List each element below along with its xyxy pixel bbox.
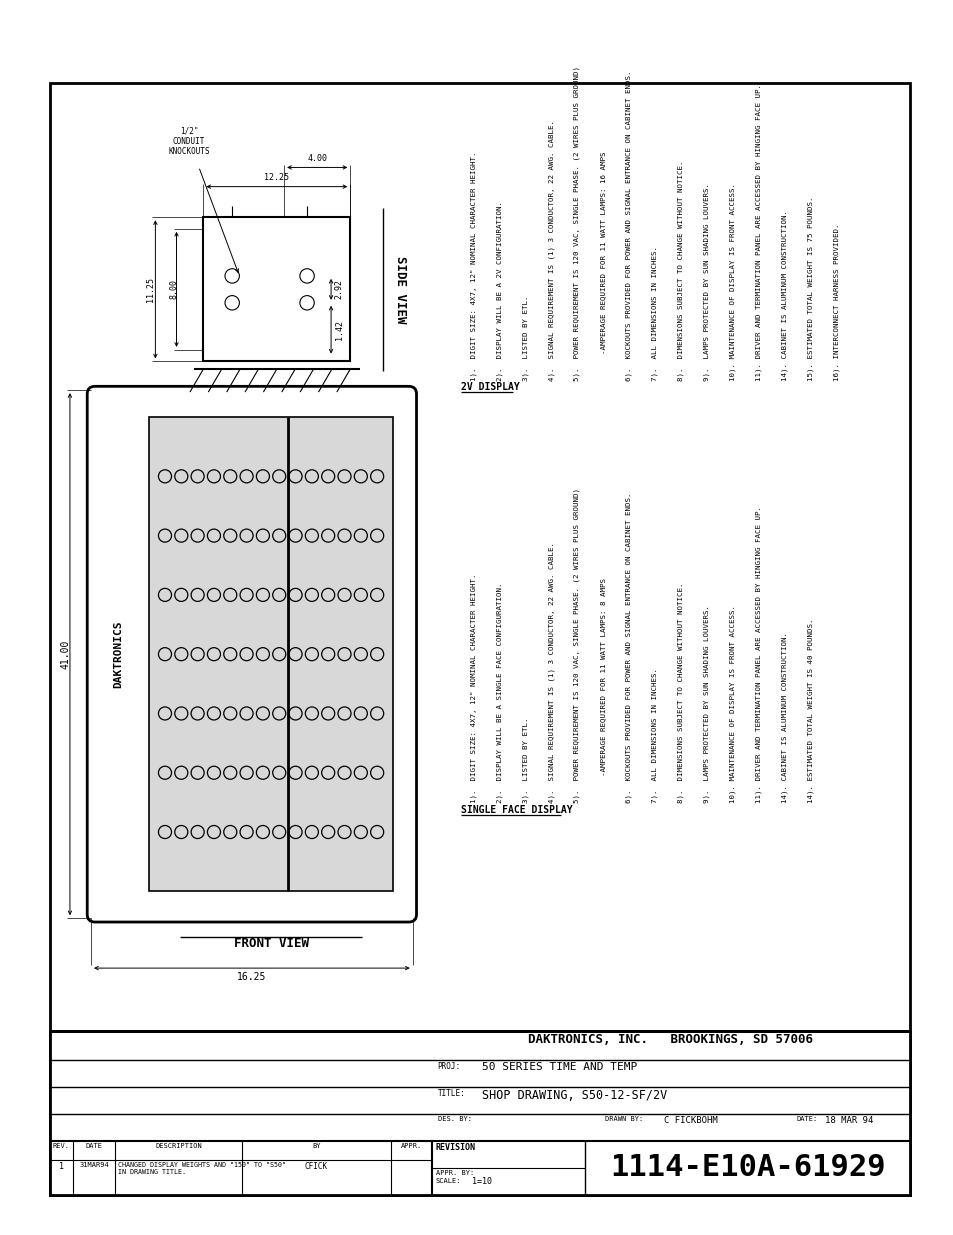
Text: 15). ESTIMATED TOTAL WEIGHT IS 75 POUNDS.: 15). ESTIMATED TOTAL WEIGHT IS 75 POUNDS…	[806, 196, 813, 380]
Text: PROJ:: PROJ:	[437, 1062, 460, 1071]
Text: SINGLE FACE DISPLAY: SINGLE FACE DISPLAY	[460, 804, 572, 815]
Text: 4.00: 4.00	[307, 153, 327, 163]
Text: DES. BY:: DES. BY:	[437, 1116, 471, 1121]
Text: 4).  SIGNAL REQUIREMENT IS (1) 3 CONDUCTOR, 22 AWG. CABLE.: 4). SIGNAL REQUIREMENT IS (1) 3 CONDUCTO…	[547, 542, 554, 803]
Text: DATE:: DATE:	[796, 1116, 817, 1121]
Text: 11.25: 11.25	[146, 277, 155, 301]
Text: DAKTRONICS: DAKTRONICS	[112, 620, 123, 688]
FancyBboxPatch shape	[87, 387, 416, 923]
Text: 16). INTERCONNECT HARNESS PROVIDED.: 16). INTERCONNECT HARNESS PROVIDED.	[832, 224, 839, 380]
Text: BY: BY	[312, 1142, 320, 1149]
Text: DESCRIPTION: DESCRIPTION	[155, 1142, 202, 1149]
Text: 14). CABINET IS ALUMINUM CONSTRUCTION.: 14). CABINET IS ALUMINUM CONSTRUCTION.	[781, 632, 787, 803]
Text: 1: 1	[59, 1162, 64, 1171]
Text: 11). DRIVER AND TERMINATION PANEL ARE ACCESSED BY HINGING FACE UP.: 11). DRIVER AND TERMINATION PANEL ARE AC…	[755, 84, 761, 380]
Text: 8).  DIMENSIONS SUBJECT TO CHANGE WITHOUT NOTICE.: 8). DIMENSIONS SUBJECT TO CHANGE WITHOUT…	[677, 161, 683, 380]
Text: DATE: DATE	[86, 1142, 102, 1149]
Text: -AMPERAGE REQUIRED FOR 11 WATT LAMPS: 16 AMPS: -AMPERAGE REQUIRED FOR 11 WATT LAMPS: 16…	[599, 151, 605, 380]
Text: REVISION: REVISION	[436, 1142, 476, 1152]
Text: 5).  POWER REQUIREMENT IS 120 VAC, SINGLE PHASE. (2 WIRES PLUS GROUND): 5). POWER REQUIREMENT IS 120 VAC, SINGLE…	[574, 488, 579, 803]
Text: -AMPERAGE REQUIRED FOR 11 WATT LAMPS: 8 AMPS: -AMPERAGE REQUIRED FOR 11 WATT LAMPS: 8 …	[599, 578, 605, 803]
Text: 14). CABINET IS ALUMINUM CONSTRUCTION.: 14). CABINET IS ALUMINUM CONSTRUCTION.	[781, 210, 787, 380]
Text: 1).  DIGIT SIZE: 4X7, 12" NOMINAL CHARACTER HEIGHT.: 1). DIGIT SIZE: 4X7, 12" NOMINAL CHARACT…	[470, 151, 476, 380]
Text: 1=10: 1=10	[472, 1177, 492, 1186]
Text: 50 SERIES TIME AND TEMP: 50 SERIES TIME AND TEMP	[481, 1062, 637, 1072]
Text: DRAWN BY:: DRAWN BY:	[604, 1116, 642, 1121]
Text: SIDE VIEW: SIDE VIEW	[394, 256, 406, 324]
Text: REV.: REV.	[52, 1142, 70, 1149]
Text: DAKTRONICS, INC.   BROOKINGS, SD 57006: DAKTRONICS, INC. BROOKINGS, SD 57006	[528, 1034, 813, 1046]
Bar	[50, 1031, 909, 1194]
Text: 6).  KOCKOUTS PROVIDED FOR POWER AND SIGNAL ENTRANCE ON CABINET ENDS.: 6). KOCKOUTS PROVIDED FOR POWER AND SIGN…	[625, 493, 632, 803]
Text: FRONT VIEW: FRONT VIEW	[233, 937, 308, 951]
Text: C FICKBOHM: C FICKBOHM	[663, 1116, 718, 1125]
Text: CFICK: CFICK	[304, 1162, 328, 1171]
Text: 4).  SIGNAL REQUIREMENT IS (1) 3 CONDUCTOR, 22 AWG. CABLE.: 4). SIGNAL REQUIREMENT IS (1) 3 CONDUCTO…	[547, 120, 554, 380]
Text: SHOP DRAWING, S50-12-SF/2V: SHOP DRAWING, S50-12-SF/2V	[481, 1089, 666, 1102]
Text: 5).  POWER REQUIREMENT IS 120 VAC, SINGLE PHASE. (2 WIRES PLUS GROUND): 5). POWER REQUIREMENT IS 120 VAC, SINGLE…	[574, 65, 579, 380]
Text: 10). MAINTENANCE OF DISPLAY IS FRONT ACCESS.: 10). MAINTENANCE OF DISPLAY IS FRONT ACC…	[729, 183, 735, 380]
Text: CHANGED DISPLAY WEIGHTS AND "150" TO "S50"
IN DRAWING TITLE.: CHANGED DISPLAY WEIGHTS AND "150" TO "S5…	[118, 1162, 286, 1174]
Text: SCALE:: SCALE:	[436, 1178, 460, 1184]
Text: 14). ESTIMATED TOTAL WEIGHT IS 40 POUNDS.: 14). ESTIMATED TOTAL WEIGHT IS 40 POUNDS…	[806, 619, 813, 803]
Text: 3).  LISTED BY ETL.: 3). LISTED BY ETL.	[521, 295, 528, 380]
Text: 1114-E10A-61929: 1114-E10A-61929	[609, 1153, 884, 1182]
Text: 10). MAINTENANCE OF DISPLAY IS FRONT ACCESS.: 10). MAINTENANCE OF DISPLAY IS FRONT ACC…	[729, 605, 735, 803]
Text: 31MAR94: 31MAR94	[79, 1162, 109, 1168]
Text: 1).  DIGIT SIZE: 4X7, 12" NOMINAL CHARACTER HEIGHT.: 1). DIGIT SIZE: 4X7, 12" NOMINAL CHARACT…	[470, 573, 476, 803]
Text: 7).  ALL DIMENSIONS IN INCHES.: 7). ALL DIMENSIONS IN INCHES.	[651, 246, 658, 380]
Text: APPR.: APPR.	[400, 1142, 421, 1149]
Text: 11). DRIVER AND TERMINATION PANEL ARE ACCESSED BY HINGING FACE UP.: 11). DRIVER AND TERMINATION PANEL ARE AC…	[755, 506, 761, 803]
Text: 8.00: 8.00	[170, 279, 178, 299]
Bar	[149, 417, 393, 892]
Text: APPR. BY:: APPR. BY:	[436, 1170, 474, 1176]
Text: 2V DISPLAY: 2V DISPLAY	[460, 382, 518, 391]
Text: 16.25: 16.25	[237, 972, 266, 982]
Text: 9).  LAMPS PROTECTED BY SUN SHADING LOUVERS.: 9). LAMPS PROTECTED BY SUN SHADING LOUVE…	[702, 605, 709, 803]
Text: 8).  DIMENSIONS SUBJECT TO CHANGE WITHOUT NOTICE.: 8). DIMENSIONS SUBJECT TO CHANGE WITHOUT…	[677, 583, 683, 803]
Text: 6).  KOCKOUTS PROVIDED FOR POWER AND SIGNAL ENTRANCE ON CABINET ENDS.: 6). KOCKOUTS PROVIDED FOR POWER AND SIGN…	[625, 70, 632, 380]
Text: 2.92: 2.92	[335, 279, 343, 299]
Text: TITLE:: TITLE:	[437, 1089, 465, 1098]
Text: 12.25: 12.25	[264, 173, 289, 182]
Text: 2).  DISPLAY WILL BE A SINGLE FACE CONFIGURATION.: 2). DISPLAY WILL BE A SINGLE FACE CONFIG…	[496, 583, 502, 803]
Text: 41.00: 41.00	[60, 640, 71, 669]
Text: 1/2"
CONDUIT
KNOCKOUTS: 1/2" CONDUIT KNOCKOUTS	[168, 126, 210, 156]
Text: 3).  LISTED BY ETL.: 3). LISTED BY ETL.	[521, 718, 528, 803]
Text: 9).  LAMPS PROTECTED BY SUN SHADING LOUVERS.: 9). LAMPS PROTECTED BY SUN SHADING LOUVE…	[702, 183, 709, 380]
Text: 1.42: 1.42	[335, 320, 343, 340]
Bar	[203, 217, 350, 362]
Text: 2).  DISPLAY WILL BE A 2V CONFIGURATION.: 2). DISPLAY WILL BE A 2V CONFIGURATION.	[496, 200, 502, 380]
Text: 7).  ALL DIMENSIONS IN INCHES.: 7). ALL DIMENSIONS IN INCHES.	[651, 668, 658, 803]
Text: 18 MAR 94: 18 MAR 94	[824, 1116, 873, 1125]
